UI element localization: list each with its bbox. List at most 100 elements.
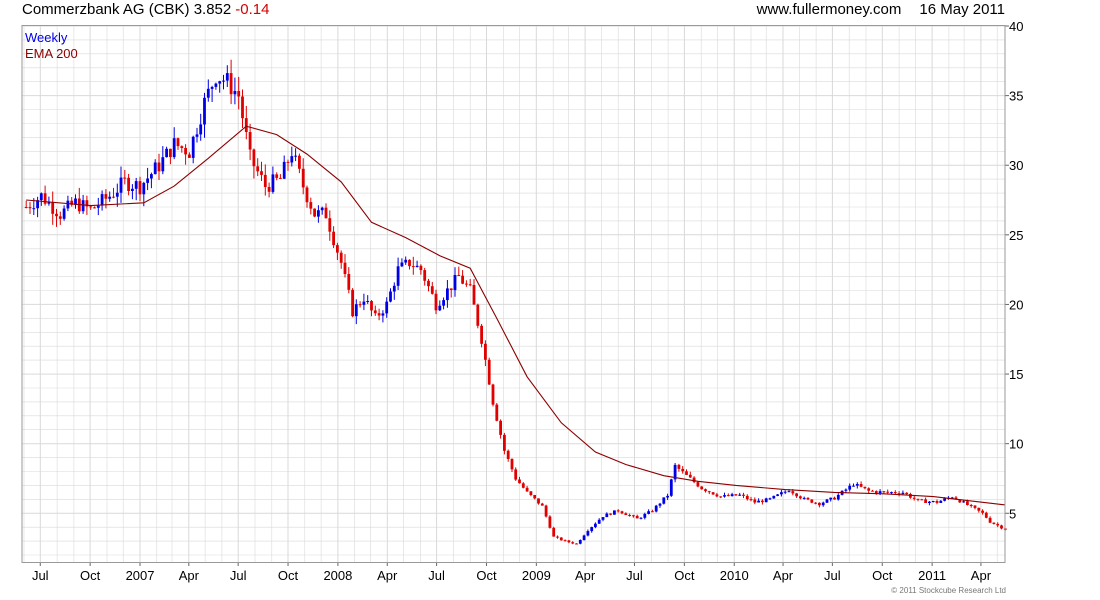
x-tick-label: Jul (626, 568, 643, 583)
candle-down (988, 516, 992, 524)
candle-down (449, 288, 453, 298)
candle-down (548, 515, 552, 529)
candle-down (127, 173, 130, 196)
candle-down (563, 539, 567, 542)
candle-up (119, 166, 123, 203)
candle-up (764, 497, 768, 503)
candle-down (328, 210, 332, 241)
candle-down (833, 496, 836, 500)
chart-date: 16 May 2011 (919, 1, 1005, 18)
candle-down (973, 505, 977, 510)
y-tick-label: 35 (1009, 89, 1023, 104)
candle-down (468, 279, 472, 287)
candle-down (503, 432, 506, 455)
candle-up (639, 517, 643, 520)
candle-down (799, 495, 802, 500)
y-tick-label: 25 (1009, 228, 1023, 243)
candle-down (55, 208, 58, 227)
candle-up (146, 167, 149, 191)
candle-down (70, 197, 74, 207)
candle-down (533, 494, 537, 500)
candle-up (643, 512, 647, 520)
x-tick-label: Jul (32, 568, 49, 583)
legend-ema: EMA 200 (25, 46, 78, 61)
candle-up (590, 526, 594, 533)
candle-down (43, 185, 47, 206)
site-link[interactable]: www.fullermoney.com (756, 1, 902, 18)
candle-down (248, 123, 252, 161)
candle-down (696, 481, 700, 488)
candle-up (647, 509, 650, 515)
candle-down (324, 203, 328, 219)
candle-up (780, 490, 783, 497)
chart-grid (22, 25, 1005, 562)
copyright-text: © 2011 Stockcube Research Ltd (891, 586, 1006, 595)
candle-down (138, 176, 142, 202)
candle-down (651, 509, 654, 513)
candle-down (795, 492, 798, 498)
candle-up (400, 258, 404, 268)
x-tick-label: 2010 (720, 568, 749, 583)
candle-up (134, 177, 138, 201)
x-tick-label: 2008 (323, 568, 352, 583)
candle-up (404, 256, 408, 265)
candle-down (377, 308, 381, 321)
candle-down (711, 492, 715, 495)
candle-up (848, 483, 852, 492)
candle-up (438, 300, 442, 312)
candle-down (707, 490, 711, 495)
x-tick-label: Jul (428, 568, 445, 583)
candle-up (825, 498, 829, 503)
candle-up (673, 463, 677, 483)
candle-down (863, 486, 867, 490)
candle-up (294, 148, 297, 162)
candle-down (556, 535, 559, 539)
candle-down (28, 202, 32, 214)
candle-down (810, 499, 814, 504)
candle-up (582, 534, 586, 541)
candle-down (184, 144, 187, 165)
candle-up (723, 492, 726, 498)
candle-down (301, 158, 305, 195)
candle-up (214, 82, 218, 90)
candle-down (521, 482, 525, 489)
candle-up (142, 181, 146, 207)
candle-up (161, 146, 165, 175)
candle-down (745, 494, 749, 501)
candle-down (77, 187, 81, 214)
candle-up (772, 495, 776, 499)
candle-up (821, 501, 825, 507)
candle-up (108, 191, 112, 202)
candle-up (290, 146, 294, 167)
candle-down (176, 137, 180, 150)
candle-up (586, 529, 590, 537)
candle-up (153, 159, 157, 175)
x-tick-label: Oct (674, 568, 695, 583)
y-tick-label: 30 (1009, 158, 1023, 173)
x-tick-label: Oct (872, 568, 893, 583)
candle-down (24, 200, 28, 209)
candle-down (897, 491, 901, 497)
candle-up (597, 518, 601, 524)
candle-down (567, 539, 571, 544)
candle-up (131, 184, 134, 200)
candle-down (480, 323, 483, 348)
x-tick-label: Apr (377, 568, 398, 583)
candle-down (514, 467, 518, 481)
candle-down (540, 502, 544, 506)
candle-down (632, 514, 635, 518)
candle-up (776, 494, 779, 497)
candle-up (199, 113, 203, 141)
candle-down (332, 226, 335, 248)
candle-down (635, 514, 639, 519)
candle-up (852, 483, 855, 487)
candle-down (411, 256, 415, 275)
ema-line (26, 125, 1006, 506)
candle-down (510, 458, 514, 472)
candle-up (666, 493, 669, 500)
x-tick-label: Apr (971, 568, 992, 583)
candle-down (229, 59, 233, 105)
candle-down (267, 182, 271, 198)
candle-down (499, 419, 502, 439)
